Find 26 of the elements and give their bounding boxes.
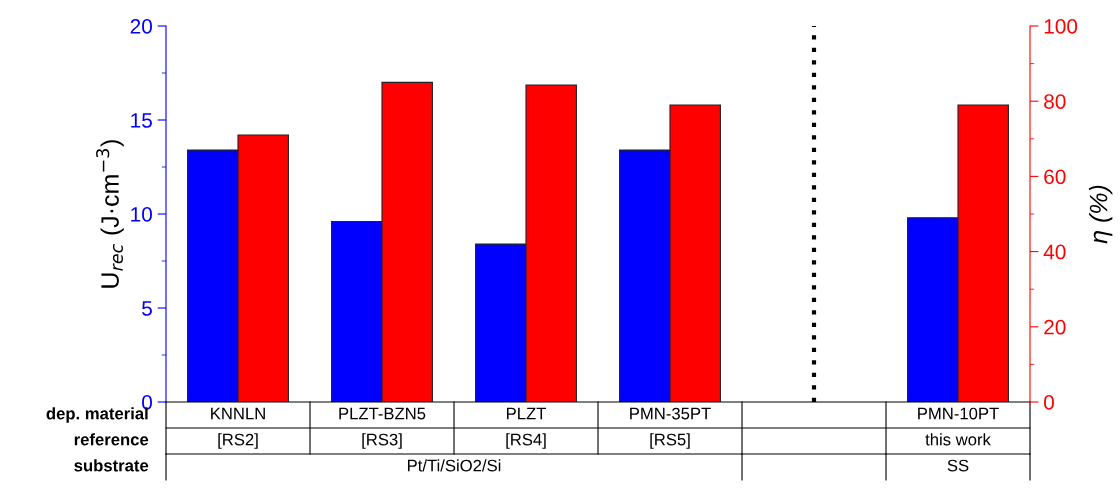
text: this work <box>925 433 991 446</box>
y2-tick-label: 40 <box>1043 244 1066 260</box>
x-tick-label: KNNLN <box>211 407 265 420</box>
y-axis-title: U$_{rec}$ (J·cm$^{−3}$) <box>96 140 124 288</box>
y-tick-label: 5 <box>142 301 152 316</box>
y-tick-label: 20 <box>130 19 152 34</box>
y2-tick-label: 0 <box>1044 395 1054 410</box>
text: SS <box>947 459 969 472</box>
text: [RS2] <box>218 433 258 449</box>
y2-axis-title: η (%) <box>1089 185 1113 244</box>
y2-tick-label: 60 <box>1044 169 1066 185</box>
x-tick-label: PMN-35PT <box>630 407 711 420</box>
x-tick-label: PMN-10PT <box>918 407 999 420</box>
x-tick-label: PLZT <box>506 407 546 420</box>
text: Pt/Ti/SiO2/Si <box>407 459 501 472</box>
text: reference <box>74 433 149 446</box>
text: [RS4] <box>506 433 546 449</box>
y-tick-label: 15 <box>131 113 152 128</box>
y2-tick-label: 20 <box>1044 319 1066 335</box>
text: [RS3] <box>362 433 402 449</box>
text: [RS5] <box>650 433 690 449</box>
text: substrate <box>74 459 149 472</box>
x-tick-label: PLZT-BZN5 <box>339 407 426 420</box>
y2-tick-label: 100 <box>1044 19 1078 34</box>
y-tick-label: 10 <box>131 207 152 222</box>
y2-tick-label: 80 <box>1044 94 1066 109</box>
